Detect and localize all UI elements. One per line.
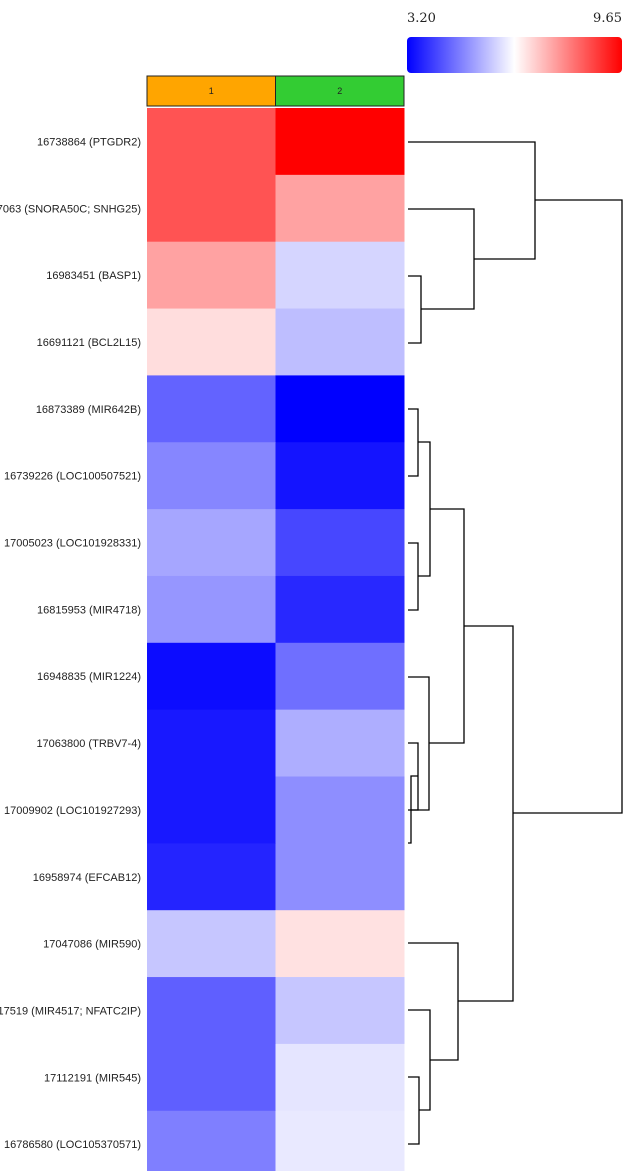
column-header-2	[275, 75, 405, 107]
color-scale: 3.20 9.65	[407, 11, 622, 73]
heatmap-cell	[275, 575, 405, 644]
row-label: 17047086 (MIR590)	[43, 939, 141, 951]
heatmap-cell	[147, 1110, 276, 1171]
row-label: 16786580 (LOC105370571)	[4, 1139, 141, 1151]
dendrogram-branch	[429, 508, 465, 744]
color-scale-bar	[407, 37, 622, 73]
row-label: 16817519 (MIR4517; NFATC2IP)	[0, 1005, 141, 1017]
heatmap-cell	[147, 442, 276, 510]
row-label: 16958974 (EFCAB12)	[33, 872, 141, 884]
heatmap-cell	[147, 509, 276, 577]
heatmap-cell	[275, 308, 405, 376]
heatmap-cell	[275, 442, 405, 510]
heatmap-cell	[275, 642, 405, 711]
row-label: 17005023 (LOC101928331)	[4, 538, 141, 550]
heatmap-cell	[147, 575, 276, 644]
row-label: 17009902 (LOC101927293)	[4, 805, 141, 817]
heatmap-cell	[275, 977, 405, 1045]
row-label: 16691121 (BCL2L15)	[37, 337, 141, 349]
heatmap-cells	[147, 108, 405, 1171]
row-labels: 16738864 (PTGDR2) 6837063 (SNORA50C; SNHG…	[0, 136, 141, 1151]
heatmap-cell	[275, 910, 405, 978]
column-header-label: 1	[209, 86, 214, 96]
heatmap-cell	[147, 843, 276, 911]
color-scale-max-label: 9.65	[593, 11, 622, 26]
heatmap-cell	[147, 1043, 276, 1112]
heatmap-cell	[275, 1110, 405, 1171]
dendrogram-branch	[418, 441, 431, 577]
dendrogram-branch	[408, 208, 475, 310]
heatmap-cell	[275, 174, 405, 243]
column-header-label: 2	[337, 86, 342, 96]
heatmap-cell	[147, 910, 276, 978]
heatmap-cell	[147, 709, 276, 777]
row-label: 16738864 (PTGDR2)	[37, 136, 141, 148]
dendrogram-branch	[458, 625, 514, 1002]
heatmap-cell	[275, 108, 405, 176]
column-header-1	[146, 75, 276, 107]
dendrogram-branch	[408, 542, 419, 611]
dendrogram-branch	[408, 408, 419, 477]
heatmap-cell	[147, 308, 276, 376]
heatmap-cell	[147, 776, 276, 844]
dendrogram-branch	[408, 141, 536, 260]
heatmap-cell	[275, 241, 405, 310]
row-label: 16739226 (LOC100507521)	[4, 471, 141, 483]
heatmap-cell	[275, 843, 405, 911]
dendrogram-branch	[513, 199, 623, 814]
color-scale-min-label: 3.20	[407, 11, 436, 26]
heatmap-cell	[147, 375, 276, 443]
dendrogram-branch	[408, 1076, 420, 1145]
row-label: 17112191 (MIR545)	[44, 1072, 141, 1084]
row-label: 16948835 (MIR1224)	[37, 671, 141, 683]
heatmap-cell	[147, 174, 276, 243]
heatmap-cell	[147, 642, 276, 711]
heatmap-cell	[275, 1043, 405, 1112]
heatmap-cell	[147, 108, 276, 176]
dendrogram	[408, 141, 623, 1145]
heatmap-cell	[275, 709, 405, 777]
heatmap-cell	[275, 375, 405, 443]
row-label: 16815953 (MIR4718)	[37, 604, 141, 616]
row-label: 16983451 (BASP1)	[46, 270, 141, 282]
heatmap-cell	[275, 509, 405, 577]
dendrogram-branch	[408, 275, 422, 344]
row-label: 17063800 (TRBV7-4)	[36, 738, 141, 750]
row-label: 6837063 (SNORA50C; SNHG25)	[0, 203, 141, 215]
heatmap-cell	[147, 241, 276, 310]
heatmap-cell	[147, 977, 276, 1045]
row-label: 16873389 (MIR642B)	[36, 404, 141, 416]
dendrogram-branch	[408, 942, 459, 1061]
heatmap-cell	[275, 776, 405, 844]
